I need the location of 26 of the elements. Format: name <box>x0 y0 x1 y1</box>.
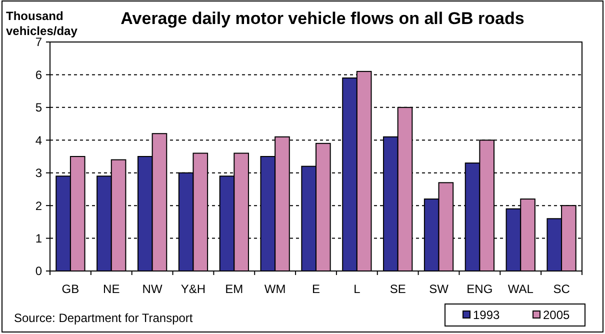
legend-label: 2005 <box>543 308 570 322</box>
source-note: Source: Department for Transport <box>14 311 194 325</box>
x-tick-label: L <box>354 282 361 296</box>
chart-title: Average daily motor vehicle flows on all GB roads <box>120 9 524 28</box>
x-tick-label: WM <box>264 282 286 296</box>
y-axis-title: Thousand vehicles/day <box>6 9 78 38</box>
x-tick-label: ENG <box>466 282 493 296</box>
y-tick-label: 4 <box>35 133 42 148</box>
x-tick-label: GB <box>62 282 80 296</box>
y-tick-label: 6 <box>35 68 42 82</box>
y-tick-label: 1 <box>35 231 42 246</box>
y-tick-label: 0 <box>35 264 42 278</box>
y-tick-label: 5 <box>35 100 42 115</box>
x-tick-label: WAL <box>508 282 534 296</box>
x-tick-label: NW <box>142 282 163 296</box>
y-tick-label: 3 <box>35 166 42 180</box>
y-tick-label: 7 <box>35 35 42 50</box>
x-tick-label: NE <box>103 282 120 296</box>
legend-label: 1993 <box>473 308 500 322</box>
x-tick-label: Y&H <box>180 282 206 296</box>
x-tick-label: SW <box>429 282 450 296</box>
y-tick-label: 2 <box>35 198 42 213</box>
x-tick-label: SC <box>553 282 570 296</box>
x-tick-label: E <box>312 282 320 296</box>
x-tick-label: EM <box>225 282 244 296</box>
x-tick-label: SE <box>390 282 406 296</box>
